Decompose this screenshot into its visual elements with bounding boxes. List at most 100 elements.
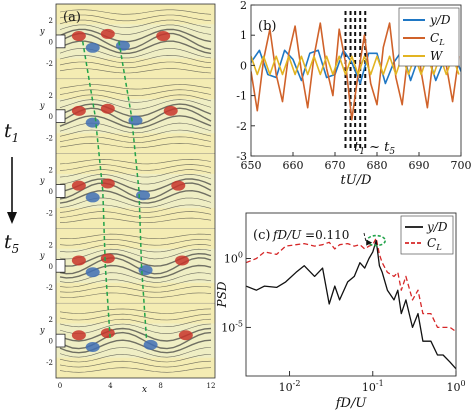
streamline [59,189,212,204]
panel-a-x-tick: 12 [207,382,216,390]
streamline [59,89,212,96]
streamline [59,292,212,298]
panel-a-x-tick: 4 [108,382,113,390]
phase-guide-line-2 [118,41,148,341]
psd-line-yd [246,239,456,370]
streamline [59,40,212,55]
panel-a-x-ticks: 0 4 8 12 [58,382,216,390]
positive-vortex [175,255,190,266]
panel-a-y-tick: 2 [49,17,53,25]
streamline [59,339,212,354]
streamline [59,248,212,260]
negative-vortex [85,192,100,203]
streamline [59,239,212,246]
panel-b-annotation: t1 ~ t5 [354,140,395,157]
time-arrow-head [7,212,17,224]
x-tick-label: 670 [325,159,346,172]
positive-vortex [71,330,86,341]
negative-vortex [138,265,153,276]
streamline [59,331,212,350]
panel-b-legend: y/D CL W [398,7,460,67]
streamline [59,99,212,110]
positive-vortex [100,178,115,189]
cylinder [56,258,66,273]
x-tick-label: 700 [451,159,472,172]
streamline [59,318,212,328]
x-tick-label: 100 [446,379,465,394]
time-arrow-end-label: t5 [4,231,19,256]
x-tick-label: 680 [367,159,388,172]
panel-a-y-tick: 0 [49,38,53,46]
panel-c: 10-2 10-1 100 100 10-5 fD/U PSD (c) fD/U =0.11… [215,212,466,411]
x-tick-label: 660 [283,159,304,172]
snapshot-4 [56,228,215,298]
streamline [59,19,212,28]
streamline [59,197,212,208]
panel-b-label: (b) [258,19,276,34]
streamline [59,68,212,74]
panel-a-x-tick: 8 [158,382,162,390]
panel-a-y-tick: 0 [49,263,53,271]
panel-a-y-tick: -2 [46,359,53,367]
series-line-cl [251,16,460,121]
streamline [59,367,212,373]
negative-vortex [128,115,143,126]
x-axis-label: fD/U [335,396,368,411]
positive-vortex [71,105,86,116]
panel-c-legend: y/D CL [400,215,454,255]
panel-a-y-label: y [39,176,45,185]
y-axis-label: PSD [215,281,229,308]
streamline [59,308,212,314]
peak-annotation-arrowhead [366,239,373,246]
time-arrow-start-label: t1 [4,120,19,145]
negative-vortex [85,267,100,278]
cylinder [56,109,66,124]
positive-vortex [71,255,86,266]
streamline [59,182,212,200]
panel-c-plot-area [246,234,456,370]
snapshot-3 [56,153,215,224]
streamline [59,129,212,138]
streamline [59,244,212,253]
y-tick-label: 1 [240,29,247,42]
panel-a-y-tick: 2 [49,92,53,100]
streamline [59,32,212,50]
streamline [59,211,212,218]
positive-vortex [71,31,86,42]
panel-a-y-tick: -2 [46,135,53,143]
panel-c-label: (c) [253,228,270,243]
negative-vortex [85,117,100,128]
y-tick-label: -2 [236,120,247,133]
streamline [59,24,212,35]
panel-a-y-tick: 2 [49,316,53,324]
negative-vortex [85,342,100,353]
time-arrow: t1 t5 [4,120,19,256]
streamline [59,142,212,149]
panel-b-axes: 650 660 670 680 690 700 2 1 0 -1 -2 -3 tU/D [236,0,471,188]
streamline [59,279,212,288]
panel-a-y-tick: -2 [46,284,53,292]
snapshot-5 [56,303,215,373]
streamline [59,169,212,178]
panel-c-axes: 10-2 10-1 100 100 10-5 fD/U PSD [215,232,466,411]
x-tick-label: 690 [409,159,430,172]
streamline [59,174,212,185]
peak-annotation-arrow [363,232,367,243]
panel-b-frame [250,4,462,157]
streamline [59,48,212,59]
phase-guide-line-1 [81,41,112,341]
legend-entry: y/D [429,13,451,27]
positive-vortex [163,105,178,116]
cylinder [56,34,66,49]
streamline [59,136,212,144]
y-tick-label: 2 [240,0,247,12]
x-axis-label: tU/D [341,173,373,188]
negative-vortex [143,339,158,350]
legend-entry: CL [427,236,442,252]
snapshot-2 [56,78,215,149]
y-tick-label: 0 [240,59,247,72]
streamline [59,313,212,321]
streamline [59,264,212,279]
streamline [59,286,212,293]
